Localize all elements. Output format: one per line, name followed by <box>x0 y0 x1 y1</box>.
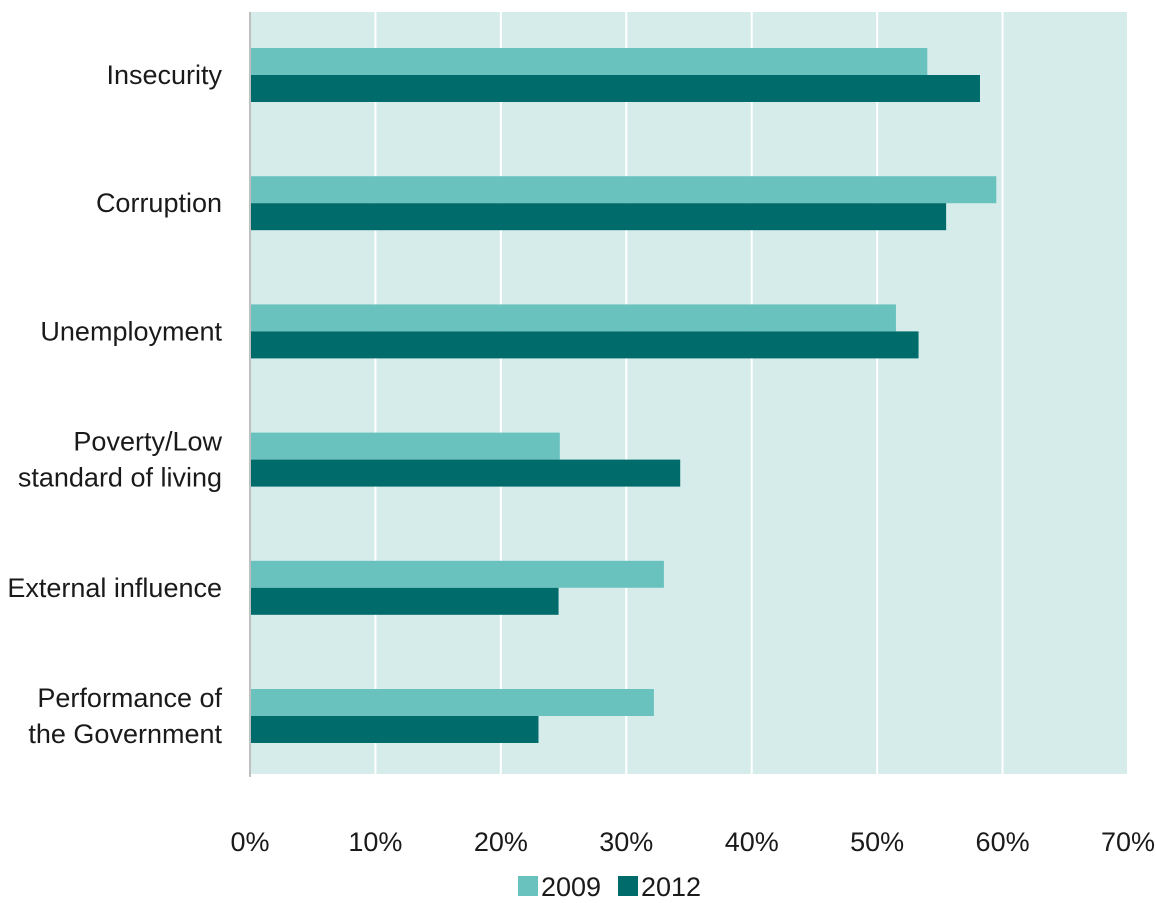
bar-2012-0 <box>250 75 980 102</box>
legend-label: 2012 <box>641 872 701 902</box>
legend-swatch-2012 <box>618 876 638 896</box>
legend: 2009 2012 <box>518 872 701 902</box>
bar-2012-1 <box>250 203 947 231</box>
x-axis-tick-labels: 0% 10% 20% 30% 40% 50% 60% 70% <box>230 827 1155 857</box>
category-label: Performance of <box>37 683 222 713</box>
category-label: Poverty/Low <box>73 427 222 457</box>
bar-2012-4 <box>250 587 559 615</box>
bar-2009-5 <box>250 689 654 716</box>
category-labels: Insecurity Corruption Unemployment Poverty/… <box>7 60 222 749</box>
bar-2012-2 <box>250 331 919 359</box>
x-tick-label: 20% <box>474 827 528 857</box>
legend-label: 2009 <box>541 872 601 902</box>
gridlines <box>250 12 1129 776</box>
category-label: the Government <box>28 719 222 749</box>
plot-area <box>250 12 1128 775</box>
x-tick-label: 70% <box>1101 827 1155 857</box>
legend-swatch-2009 <box>518 876 538 896</box>
category-label: standard of living <box>18 463 222 493</box>
category-label: Insecurity <box>106 60 222 90</box>
category-label: External influence <box>7 573 222 603</box>
category-label: Corruption <box>96 188 222 218</box>
x-tick-label: 60% <box>976 827 1030 857</box>
bar-2009-1 <box>250 176 997 204</box>
x-tick-label: 50% <box>850 827 904 857</box>
bars <box>250 48 997 743</box>
category-label: Unemployment <box>40 316 222 346</box>
bar-2009-4 <box>250 560 664 588</box>
bar-2009-2 <box>250 304 896 332</box>
bar-2012-5 <box>250 716 539 743</box>
x-tick-label: 30% <box>599 827 653 857</box>
bar-2012-3 <box>250 459 681 487</box>
x-tick-label: 40% <box>725 827 779 857</box>
x-tick-label: 0% <box>230 827 269 857</box>
x-tick-label: 10% <box>348 827 402 857</box>
bar-2009-3 <box>250 432 560 460</box>
bar-2009-0 <box>250 48 928 75</box>
